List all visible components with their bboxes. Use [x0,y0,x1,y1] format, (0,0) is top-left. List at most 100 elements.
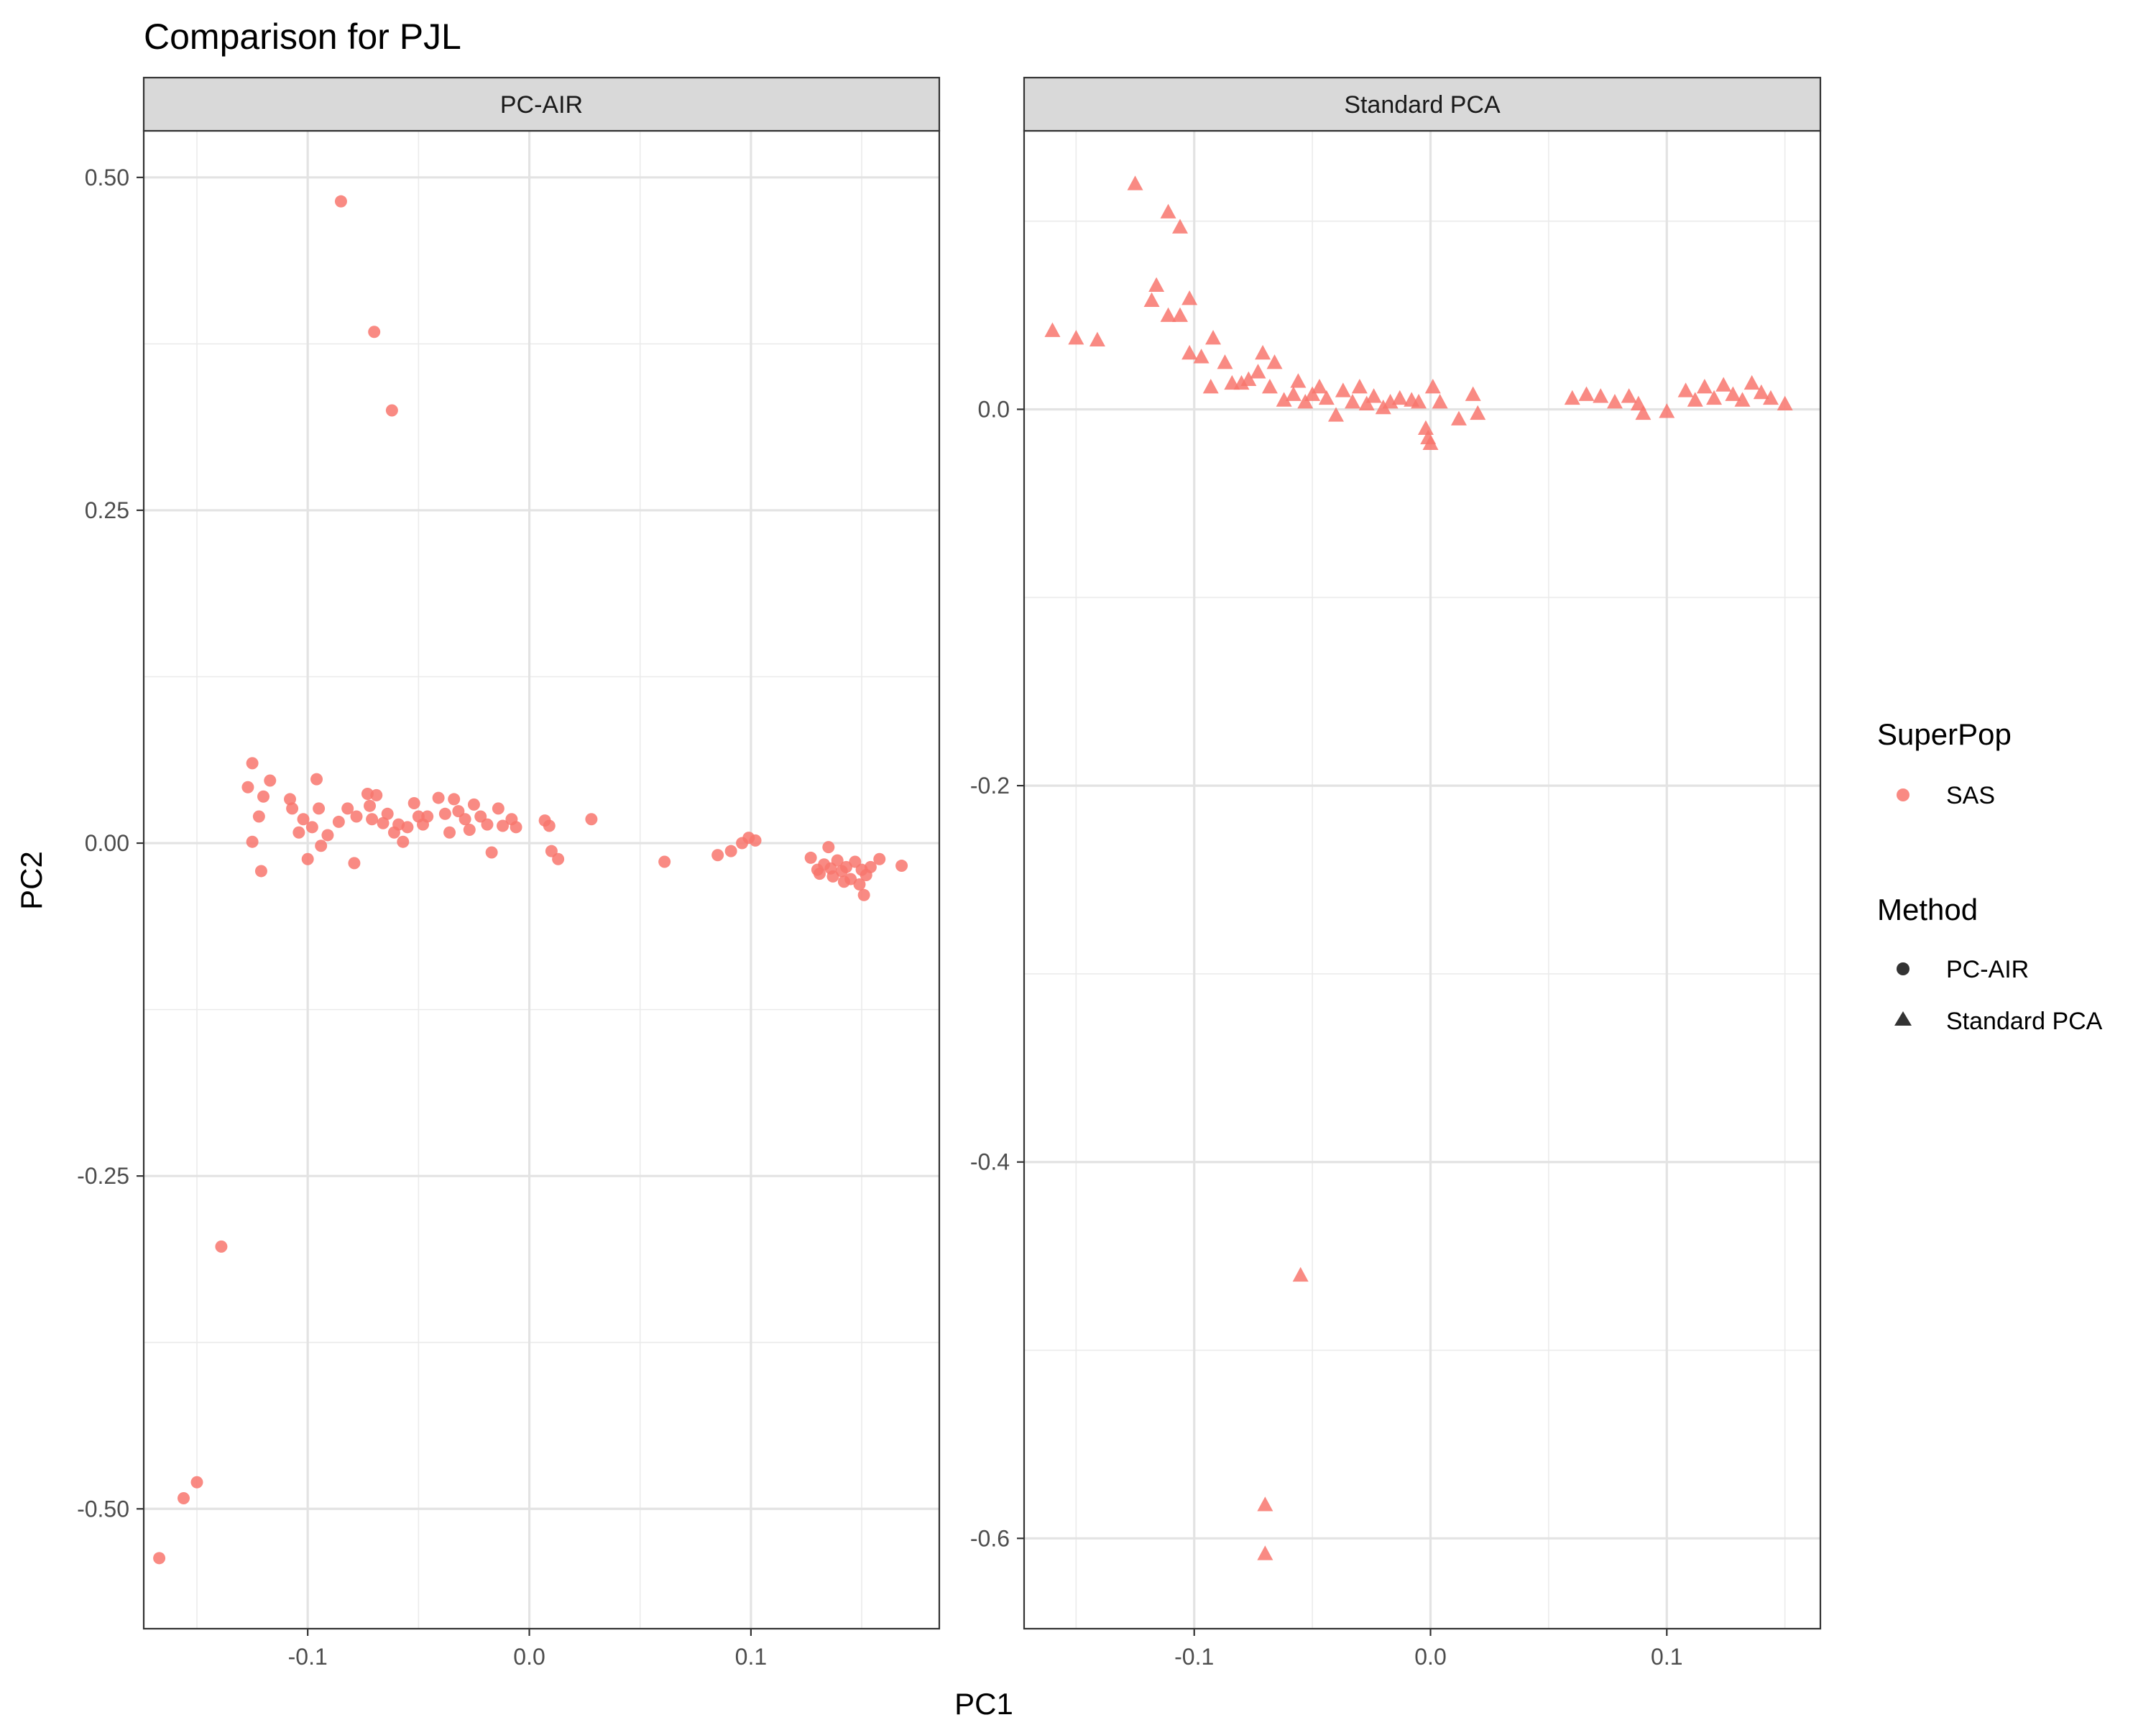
data-point [1143,292,1160,307]
data-point [1205,329,1222,345]
data-point [1160,307,1176,322]
data-point [432,791,445,804]
x-tick-label: 0.1 [1651,1644,1682,1670]
legend-sas-label: SAS [1946,782,1995,809]
data-point [313,802,326,815]
data-point [348,857,361,870]
facet-strip [1023,76,1822,132]
data-point [1285,386,1302,401]
data-point [1318,390,1335,405]
data-point [1417,420,1434,436]
data-point [1290,373,1307,388]
data-point [1564,390,1580,405]
data-point [1777,395,1793,410]
data-point [1365,388,1382,403]
data-point [1465,386,1481,401]
data-point [485,846,498,859]
data-point [332,815,345,828]
data-point [1261,379,1278,394]
data-point [895,860,908,873]
data-point [1257,1496,1273,1512]
data-point [385,404,398,417]
data-point [1171,218,1188,234]
data-point [1743,374,1760,390]
data-point [1450,410,1467,426]
data-point [1217,354,1233,369]
data-point [1068,329,1084,345]
data-point [1160,203,1176,218]
data-point [246,757,259,770]
data-point [1734,392,1751,407]
y-tick-label: 0.25 [85,497,129,523]
data-point [257,790,270,803]
data-point [1687,392,1703,407]
data-point [824,862,837,875]
y-tick-label: -0.25 [77,1163,129,1189]
data-point [315,840,328,852]
data-point [839,860,852,873]
data-point [1266,354,1283,369]
data-point [1311,379,1327,394]
data-point [334,195,347,208]
data-point [543,819,556,832]
data-point [492,802,505,815]
facet-panels: PC-AIR -0.1 0.0 0.1 -0.50 -0.25 0.00 0.25 0.50 St… [77,76,1822,1670]
data-point [443,826,456,839]
data-point [448,793,461,806]
data-point [1621,388,1637,403]
panel-1: Standard PCA -0.1 0.0 0.1 -0.6 -0.4 -0.2 0.0 [970,76,1822,1670]
data-point [813,868,826,880]
data-point [1276,392,1292,407]
data-point [459,813,471,826]
y-tick-label: -0.6 [970,1525,1010,1551]
data-point [421,810,434,823]
x-tick-label: -0.1 [288,1644,328,1670]
data-point [1297,394,1314,409]
data-point [397,835,410,848]
data-point [401,821,414,834]
legend: SuperPop SAS Method PC-AIR Standard PCA [1877,717,2103,1035]
data-point [264,774,277,787]
data-point [215,1240,228,1253]
data-point [254,865,267,878]
data-point [510,821,522,834]
data-point [1255,344,1271,360]
data-point [381,807,394,820]
y-tick-label: -0.50 [77,1496,129,1522]
data-point [1725,386,1741,401]
chart-title: Comparison for PJL [144,17,461,57]
data-point [1391,390,1408,405]
data-point [252,810,265,823]
data-point [724,845,737,857]
legend-pc-air-key [1897,962,1909,975]
data-point [1762,390,1779,405]
data-point [1233,374,1250,390]
data-point [301,852,314,865]
data-point [1382,394,1399,409]
data-point [1578,386,1595,401]
data-point [1181,344,1198,360]
data-point [190,1476,203,1489]
legend-standard-pca-label: Standard PCA [1946,1008,2103,1035]
data-point [377,816,390,829]
data-point [1659,403,1675,418]
data-point [297,813,310,826]
data-point [837,875,850,888]
data-point [286,802,299,815]
data-point [305,821,318,834]
data-point [246,835,259,848]
y-tick-label: 0.0 [978,396,1010,422]
y-tick-label: -0.4 [970,1149,1010,1175]
facet-strip-label: PC-AIR [500,91,583,119]
y-tick-label: 0.00 [85,830,129,856]
x-tick-label: 0.0 [1414,1644,1446,1670]
legend-standard-pca-key [1894,1011,1912,1026]
legend-method-title: Method [1877,893,1978,926]
panel-0: PC-AIR -0.1 0.0 0.1 -0.50 -0.25 0.00 0.25 0.50 [77,76,941,1670]
data-point [463,824,476,837]
panel-background [1024,131,1820,1629]
data-point [1351,379,1368,394]
data-point [438,807,451,820]
data-point [310,773,323,786]
data-point [1715,377,1732,392]
